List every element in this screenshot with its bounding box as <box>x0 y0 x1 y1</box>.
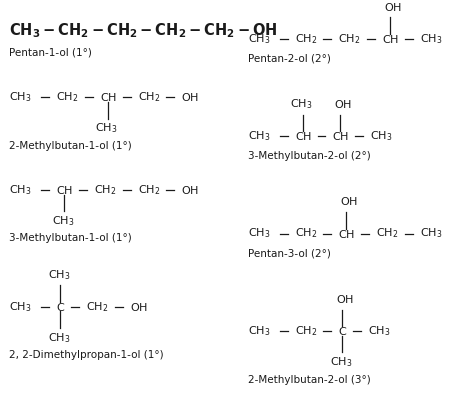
Text: $\mathrm{CH}$: $\mathrm{CH}$ <box>382 33 399 45</box>
Text: $\mathrm{OH}$: $\mathrm{OH}$ <box>335 98 353 110</box>
Text: $\mathrm{CH}$: $\mathrm{CH}$ <box>100 91 117 103</box>
Text: $\mathrm{CH_2}$: $\mathrm{CH_2}$ <box>86 300 108 314</box>
Text: $\mathrm{CH}$: $\mathrm{CH}$ <box>338 227 356 240</box>
Text: $\mathrm{OH}$: $\mathrm{OH}$ <box>340 196 358 207</box>
Text: $\mathrm{C}$: $\mathrm{C}$ <box>338 325 347 337</box>
Text: $\mathrm{CH_3}$: $\mathrm{CH_3}$ <box>420 32 442 46</box>
Text: $\mathrm{CH_3}$: $\mathrm{CH_3}$ <box>248 324 271 338</box>
Text: $\mathrm{CH_3}$: $\mathrm{CH_3}$ <box>47 268 70 282</box>
Text: $\mathrm{C}$: $\mathrm{C}$ <box>56 301 65 313</box>
Text: $\mathrm{CH_2}$: $\mathrm{CH_2}$ <box>137 90 160 104</box>
Text: 2, 2-Dimethylpropan-1-ol (1°): 2, 2-Dimethylpropan-1-ol (1°) <box>9 350 164 360</box>
Text: $\mathrm{CH_2}$: $\mathrm{CH_2}$ <box>295 227 317 240</box>
Text: $\mathrm{CH_2}$: $\mathrm{CH_2}$ <box>376 227 399 240</box>
Text: $\mathrm{CH_3}$: $\mathrm{CH_3}$ <box>330 355 353 369</box>
Text: $\mathrm{OH}$: $\mathrm{OH}$ <box>129 301 148 313</box>
Text: 2-Methylbutan-1-ol (1°): 2-Methylbutan-1-ol (1°) <box>9 141 132 151</box>
Text: $\mathrm{CH_2}$: $\mathrm{CH_2}$ <box>56 90 78 104</box>
Text: $\mathrm{CH_3}$: $\mathrm{CH_3}$ <box>9 300 32 314</box>
Text: $\mathrm{CH_3}$: $\mathrm{CH_3}$ <box>9 90 32 104</box>
Text: $\mathrm{CH_2}$: $\mathrm{CH_2}$ <box>338 32 361 46</box>
Text: $\mathrm{CH_2}$: $\mathrm{CH_2}$ <box>295 32 317 46</box>
Text: $\mathrm{CH_2}$: $\mathrm{CH_2}$ <box>137 183 160 197</box>
Text: $\mathrm{CH}$: $\mathrm{CH}$ <box>332 130 349 142</box>
Text: $\mathrm{CH}$: $\mathrm{CH}$ <box>295 130 312 142</box>
Text: 3-Methylbutan-2-ol (2°): 3-Methylbutan-2-ol (2°) <box>248 151 371 161</box>
Text: $\mathrm{OH}$: $\mathrm{OH}$ <box>384 1 402 13</box>
Text: $\mathrm{CH_3}$: $\mathrm{CH_3}$ <box>52 214 74 228</box>
Text: $\mathrm{CH_3}$: $\mathrm{CH_3}$ <box>47 331 70 345</box>
Text: $\mathrm{OH}$: $\mathrm{OH}$ <box>182 91 200 103</box>
Text: $\mathrm{CH}$: $\mathrm{CH}$ <box>56 184 73 196</box>
Text: $\mathrm{CH_3}$: $\mathrm{CH_3}$ <box>9 183 32 197</box>
Text: $\mathrm{CH_3}$: $\mathrm{CH_3}$ <box>248 129 271 143</box>
Text: 2-Methylbutan-2-ol (3°): 2-Methylbutan-2-ol (3°) <box>248 375 371 385</box>
Text: Pentan-3-ol (2°): Pentan-3-ol (2°) <box>248 248 331 258</box>
Text: $\mathrm{CH_2}$: $\mathrm{CH_2}$ <box>295 324 317 338</box>
Text: $\mathrm{OH}$: $\mathrm{OH}$ <box>337 293 355 305</box>
Text: $\mathrm{CH_3}$: $\mathrm{CH_3}$ <box>95 122 118 135</box>
Text: $\mathbf{CH_3-CH_2-CH_2-CH_2-CH_2-OH}$: $\mathbf{CH_3-CH_2-CH_2-CH_2-CH_2-OH}$ <box>9 22 278 41</box>
Text: $\mathrm{CH_3}$: $\mathrm{CH_3}$ <box>290 97 313 111</box>
Text: $\mathrm{CH_3}$: $\mathrm{CH_3}$ <box>420 227 442 240</box>
Text: 3-Methylbutan-1-ol (1°): 3-Methylbutan-1-ol (1°) <box>9 234 132 243</box>
Text: $\mathrm{CH_3}$: $\mathrm{CH_3}$ <box>370 129 392 143</box>
Text: $\mathrm{CH_3}$: $\mathrm{CH_3}$ <box>368 324 391 338</box>
Text: $\mathrm{CH_2}$: $\mathrm{CH_2}$ <box>94 183 116 197</box>
Text: Pentan-2-ol (2°): Pentan-2-ol (2°) <box>248 54 331 64</box>
Text: $\mathrm{OH}$: $\mathrm{OH}$ <box>182 184 200 196</box>
Text: $\mathrm{CH_3}$: $\mathrm{CH_3}$ <box>248 32 271 46</box>
Text: Pentan-1-ol (1°): Pentan-1-ol (1°) <box>9 48 92 58</box>
Text: $\mathrm{CH_3}$: $\mathrm{CH_3}$ <box>248 227 271 240</box>
